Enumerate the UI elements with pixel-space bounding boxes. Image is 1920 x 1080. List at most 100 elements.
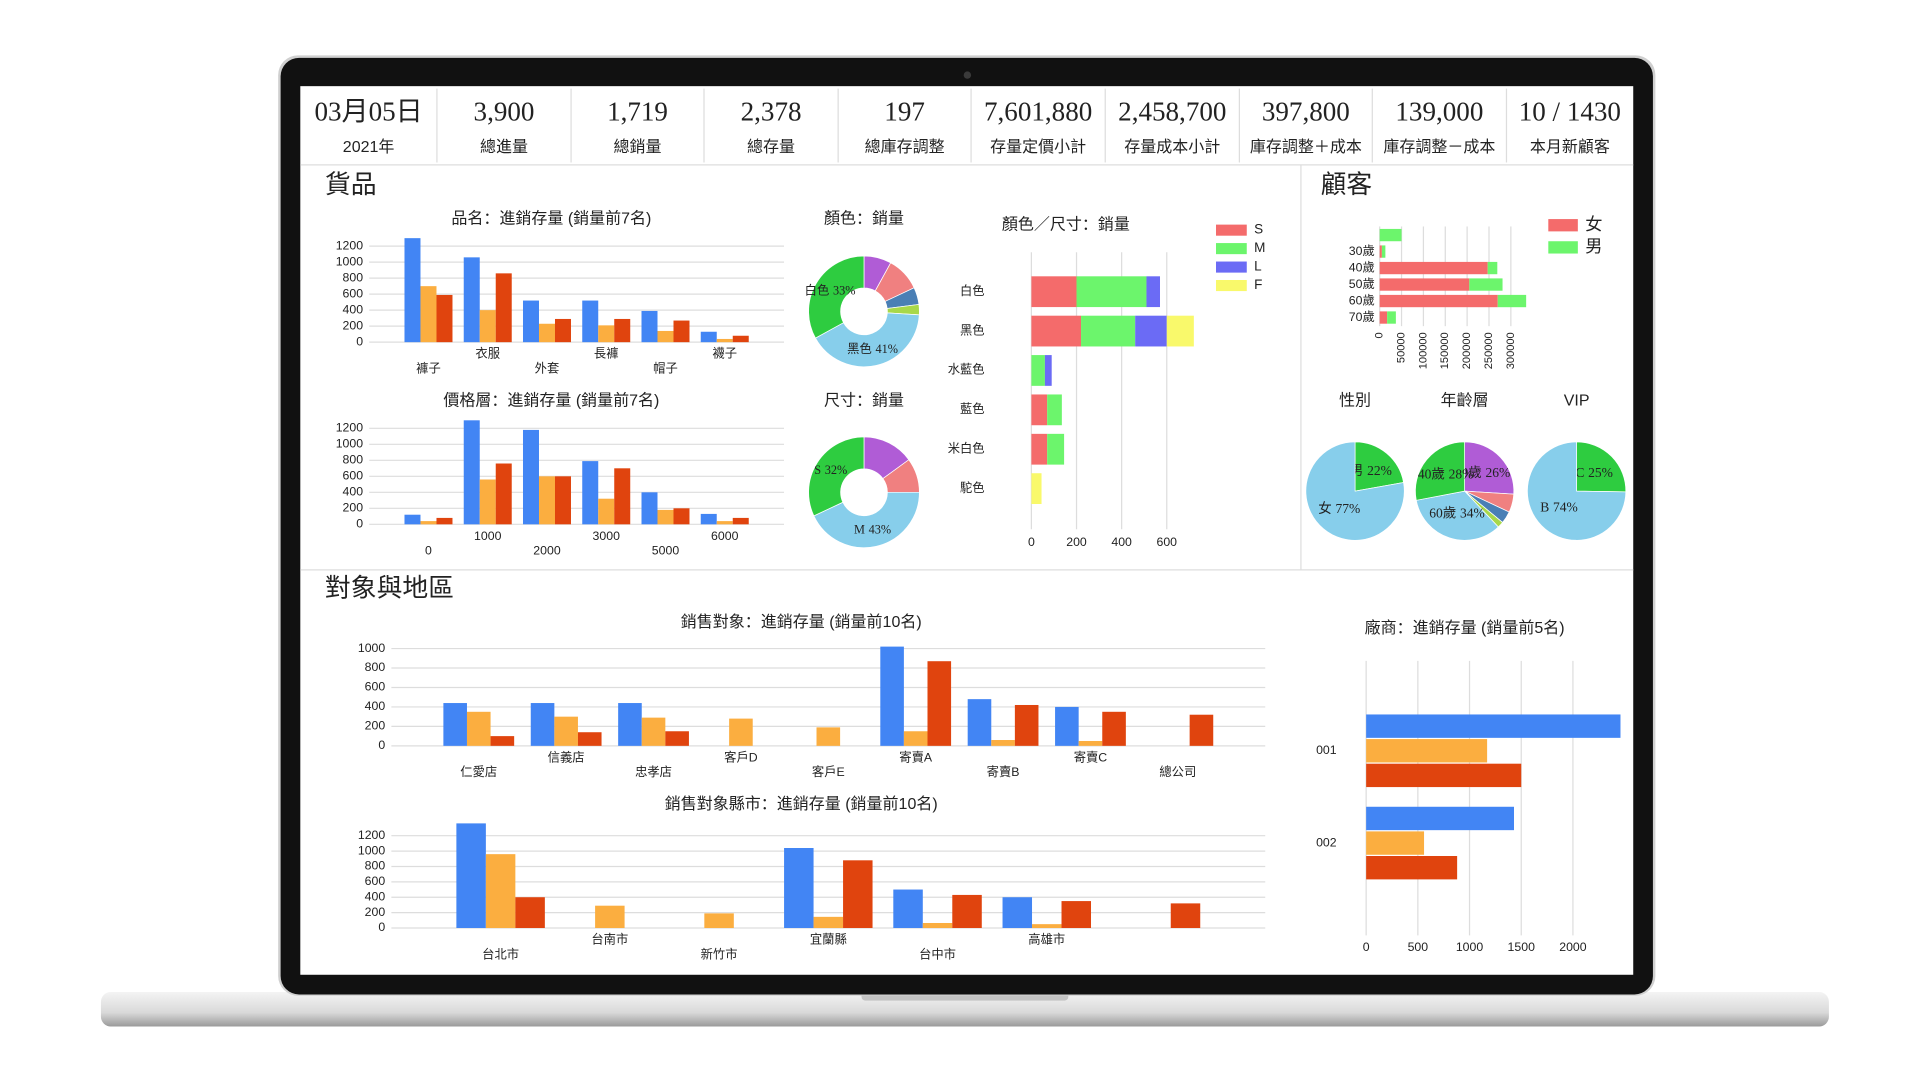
x-tick-label: 5000 — [652, 544, 680, 558]
bar — [1366, 806, 1514, 831]
bar — [1170, 903, 1201, 928]
slice-category: 女 — [1318, 500, 1332, 516]
legend-label: L — [1254, 259, 1262, 274]
bar — [522, 429, 539, 525]
x-tick-label: 50000 — [1395, 332, 1407, 363]
bar — [641, 310, 658, 343]
x-tick-label: 0 — [1028, 535, 1035, 549]
y-tick-label: 0 — [378, 920, 385, 934]
slice-label: 男 22% — [1350, 463, 1392, 478]
x-tick-label: 150000 — [1439, 332, 1451, 369]
y-tick-label: 200 — [365, 719, 386, 733]
bar-segment — [1031, 473, 1042, 504]
x-tick-label: 寄賣B — [987, 764, 1020, 779]
x-tick-label: 台北市 — [482, 946, 519, 961]
slice-label: M 43% — [854, 523, 891, 537]
bar — [598, 498, 615, 525]
kpi-value: 139,000 — [1395, 97, 1483, 127]
bar-segment — [1379, 311, 1388, 324]
x-tick-label: 6000 — [711, 529, 739, 543]
x-tick-label: 1500 — [1508, 940, 1536, 954]
y-tick-label: 藍色 — [960, 402, 985, 416]
bar — [490, 736, 515, 746]
bar — [595, 905, 625, 928]
y-tick-label: 白色 — [960, 283, 985, 298]
x-tick-label: 400 — [1111, 535, 1132, 549]
bar — [436, 517, 453, 525]
x-tick-label: 仁愛店 — [460, 765, 497, 779]
chart-title: 性別 — [1339, 391, 1371, 409]
kpi-label: 本月新顧客 — [1530, 138, 1610, 156]
bar — [554, 318, 571, 343]
x-tick-label: 外套 — [535, 361, 560, 375]
x-tick-label: 褲子 — [416, 361, 441, 375]
bar-segment — [1487, 261, 1498, 275]
chart-title: 廠商：進銷存量 (銷量前5名) — [1365, 618, 1565, 637]
slice-category: B — [1540, 499, 1549, 514]
y-tick-label: 1000 — [336, 254, 364, 268]
section-title: 貨品 — [325, 170, 377, 199]
y-tick-label: 800 — [343, 453, 364, 467]
x-tick-label: 客戶E — [812, 764, 845, 779]
slice-label: 白色 33% — [805, 282, 856, 297]
bar-segment — [1387, 311, 1396, 324]
x-tick-label: 高雄市 — [1028, 932, 1065, 947]
bar — [614, 468, 631, 525]
bar — [404, 238, 421, 343]
y-tick-label: 400 — [343, 485, 364, 499]
x-tick-label: 0 — [1374, 332, 1386, 338]
y-tick-label: 米白色 — [948, 440, 985, 455]
slice-category: M — [854, 523, 865, 537]
kpi-label: 總進量 — [480, 138, 528, 156]
bar — [554, 476, 571, 525]
slice-label: 60歲 34% — [1429, 506, 1485, 521]
bar — [732, 517, 749, 525]
kpi-label: 總存量 — [747, 138, 795, 156]
bar-segment — [1379, 245, 1382, 258]
bar — [991, 740, 1015, 746]
bar — [1078, 740, 1103, 746]
y-tick-label: 1000 — [358, 641, 386, 655]
chart-title: VIP — [1564, 392, 1590, 409]
bar — [404, 514, 421, 525]
y-tick-label: 50歲 — [1349, 277, 1375, 291]
bar — [1366, 831, 1425, 855]
y-tick-label: 600 — [365, 680, 386, 694]
bar — [420, 286, 437, 343]
x-tick-label: 寄賣A — [899, 749, 933, 764]
bar-segment — [1379, 228, 1402, 242]
x-tick-label: 0 — [1363, 940, 1370, 954]
bar — [538, 323, 555, 343]
slice-label: 女 77% — [1318, 500, 1360, 516]
bar — [927, 661, 952, 746]
slice-value: 22% — [1367, 463, 1392, 478]
slice-value: 25% — [1588, 465, 1613, 480]
x-tick-label: 忠孝店 — [635, 765, 672, 779]
x-tick-label: 1000 — [1456, 940, 1484, 954]
bar — [577, 732, 602, 746]
y-tick-label: 200 — [365, 905, 386, 919]
x-tick-label: 客戶D — [724, 749, 758, 764]
bar — [700, 513, 717, 525]
chart-title: 尺寸：銷量 — [824, 391, 904, 409]
y-tick-label: 400 — [365, 889, 386, 903]
x-tick-label: 台中市 — [919, 946, 956, 961]
slice-value: 33% — [833, 283, 856, 297]
y-tick-label: 1000 — [358, 843, 386, 857]
bar — [420, 521, 437, 525]
kpi-value: 397,800 — [1262, 97, 1350, 127]
bar-segment — [1076, 276, 1147, 308]
bar — [893, 889, 923, 928]
x-tick-label: 1000 — [474, 529, 502, 543]
x-tick-label: 衣服 — [475, 346, 500, 361]
x-tick-label: 250000 — [1483, 332, 1495, 369]
slice-value: 28% — [1449, 466, 1474, 481]
x-tick-label: 300000 — [1505, 332, 1517, 369]
x-tick-label: 2000 — [1559, 940, 1587, 954]
kpi-value: 10 / 1430 — [1519, 97, 1621, 127]
y-tick-label: 600 — [343, 286, 364, 300]
bar — [515, 897, 545, 928]
y-tick-label: 200 — [343, 318, 364, 332]
y-tick-label: 0 — [378, 738, 385, 752]
